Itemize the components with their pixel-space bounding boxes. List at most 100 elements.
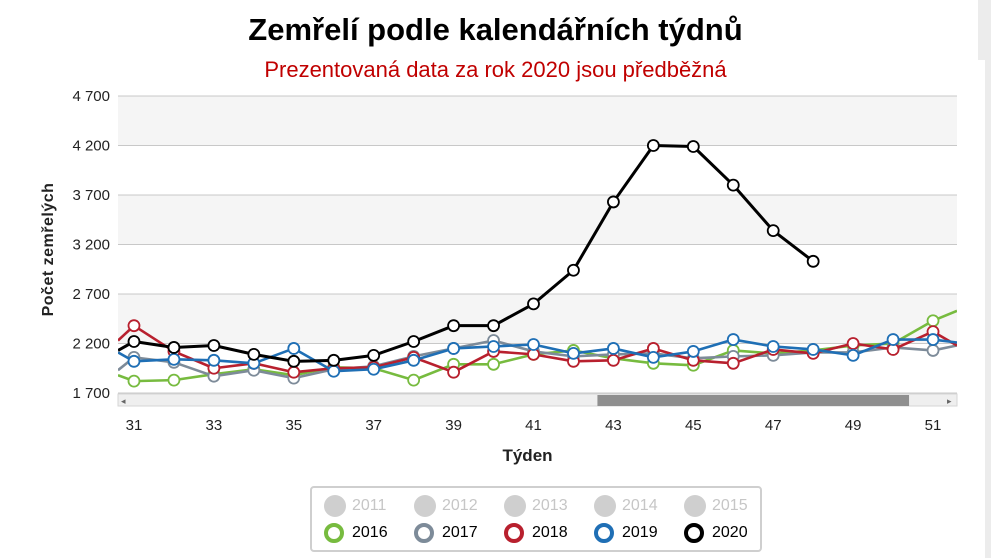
data-point-2020 — [127, 335, 141, 348]
legend: 2011 2012 2013 2014 2015 2016 2017 2018 … — [310, 486, 762, 552]
background-strip — [978, 0, 991, 60]
chart-title: Zemřelí podle kalendářních týdnů — [248, 12, 743, 47]
legend-label: 2020 — [712, 524, 748, 541]
data-point-2019 — [926, 333, 940, 346]
data-point-2020 — [327, 353, 341, 367]
legend-item-2019[interactable]: 2019 — [594, 523, 684, 543]
legend-label: 2013 — [532, 497, 568, 514]
legend-item-2015[interactable]: 2015 — [684, 495, 774, 517]
legend-ring-icon — [414, 523, 434, 543]
chart-subtitle: Prezentovaná data za rok 2020 jsou předb… — [264, 57, 727, 82]
data-point-2020 — [287, 354, 301, 368]
data-point-2020 — [407, 335, 421, 348]
data-point-2019 — [806, 343, 820, 356]
y-axis-title: Počet zemřelých — [40, 183, 57, 317]
data-point-2019 — [207, 353, 221, 367]
legend-item-2011[interactable]: 2011 — [324, 495, 414, 517]
data-point-2019 — [447, 342, 461, 355]
legend-label: 2015 — [712, 497, 748, 514]
data-point-2019 — [527, 338, 540, 351]
data-point-2019 — [127, 354, 141, 368]
legend-item-2018[interactable]: 2018 — [504, 523, 594, 543]
legend-item-2016[interactable]: 2016 — [324, 523, 414, 543]
data-point-2019 — [487, 340, 500, 353]
data-point-2020 — [447, 319, 461, 333]
data-point-2020 — [726, 178, 740, 192]
data-point-2016 — [167, 373, 181, 387]
data-point-2019 — [686, 345, 700, 358]
legend-row-shown: 2016 2017 2018 2019 2020 — [324, 523, 774, 543]
data-point-2018 — [287, 365, 301, 379]
x-tick-label: 33 — [206, 417, 223, 434]
x-tick-label: 39 — [445, 417, 462, 434]
data-point-2020 — [487, 319, 500, 333]
legend-dot-icon — [594, 495, 616, 517]
legend-item-2020[interactable]: 2020 — [684, 523, 774, 543]
data-point-2019 — [567, 346, 580, 360]
y-tick-label: 2 700 — [72, 286, 110, 303]
x-tick-label: 43 — [605, 417, 622, 434]
y-tick-label: 4 700 — [72, 88, 110, 105]
y-tick-label: 3 700 — [72, 187, 110, 204]
x-tick-label: 35 — [285, 417, 302, 434]
legend-row-hidden: 2011 2012 2013 2014 2015 — [324, 495, 774, 517]
legend-item-2013[interactable]: 2013 — [504, 495, 594, 517]
legend-ring-icon — [684, 523, 704, 543]
data-point-2020 — [686, 140, 700, 153]
data-point-2020 — [167, 341, 181, 354]
x-tick-label: 41 — [525, 417, 542, 434]
data-point-2019 — [766, 340, 780, 353]
data-point-2020 — [646, 139, 660, 152]
scrollbar-thumb — [597, 395, 910, 406]
data-point-2020 — [367, 348, 381, 362]
x-tick-label: 47 — [765, 417, 782, 434]
y-tick-label: 4 200 — [72, 138, 110, 155]
data-point-2018 — [127, 319, 141, 333]
scroll-left-icon: ◂ — [121, 396, 126, 406]
data-point-2019 — [167, 352, 181, 366]
legend-item-2014[interactable]: 2014 — [594, 495, 684, 517]
data-point-2018 — [447, 365, 461, 379]
legend-item-2012[interactable]: 2012 — [414, 495, 504, 517]
legend-dot-icon — [414, 495, 436, 517]
x-tick-label: 49 — [845, 417, 862, 434]
data-point-2020 — [527, 297, 540, 311]
legend-label: 2016 — [352, 524, 388, 541]
data-point-2019 — [886, 333, 900, 346]
legend-dot-icon — [504, 495, 526, 517]
data-point-2019 — [607, 342, 620, 355]
data-point-2016 — [926, 314, 940, 328]
legend-label: 2014 — [622, 497, 658, 514]
x-tick-label: 31 — [126, 417, 143, 434]
data-point-2018 — [846, 337, 860, 350]
data-point-2019 — [846, 348, 860, 362]
data-point-2020 — [607, 195, 620, 209]
data-point-2020 — [207, 339, 221, 352]
data-point-2020 — [247, 347, 261, 361]
legend-label: 2019 — [622, 524, 658, 541]
x-tick-label: 51 — [925, 417, 942, 434]
legend-label: 2012 — [442, 497, 478, 514]
legend-dot-icon — [684, 495, 706, 517]
data-point-2018 — [607, 353, 620, 367]
data-point-2020 — [766, 224, 780, 238]
legend-label: 2011 — [352, 497, 387, 514]
legend-item-2017[interactable]: 2017 — [414, 523, 504, 543]
data-point-2019 — [726, 333, 740, 346]
legend-label: 2018 — [532, 524, 568, 541]
data-point-2018 — [726, 356, 740, 370]
y-tick-label: 3 200 — [72, 237, 110, 254]
data-point-2019 — [407, 353, 421, 367]
legend-ring-icon — [324, 523, 344, 543]
y-tick-label: 2 200 — [72, 336, 110, 353]
plot-band — [118, 145, 957, 195]
data-point-2019 — [327, 364, 341, 378]
plot-band — [118, 96, 957, 146]
data-point-2019 — [287, 342, 301, 355]
legend-ring-icon — [594, 523, 614, 543]
y-tick-label: 1 700 — [72, 385, 110, 402]
legend-label: 2017 — [442, 524, 478, 541]
data-point-2019 — [646, 350, 660, 364]
data-point-2016 — [407, 373, 421, 387]
data-point-2019 — [367, 362, 381, 376]
